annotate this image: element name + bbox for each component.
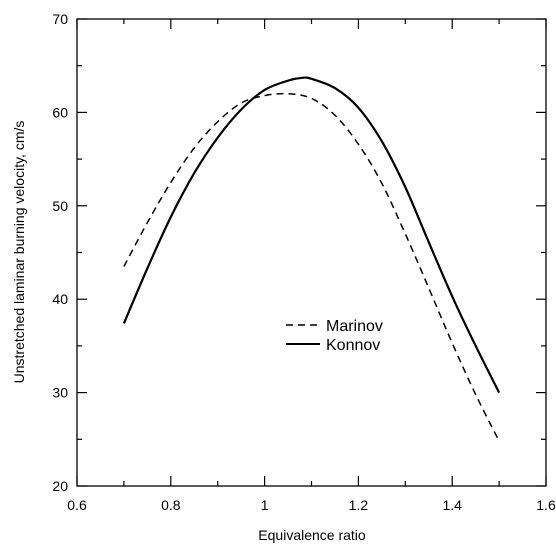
axis-ticks [76, 18, 547, 487]
y-tick-label: 50 [52, 198, 68, 214]
x-tick-label: 1.2 [349, 497, 369, 513]
x-axis-label: Equivalence ratio [258, 527, 366, 543]
series-layer [122, 76, 501, 442]
y-tick-label: 30 [52, 385, 68, 401]
y-tick-labels: 20 30 40 50 60 70 [52, 11, 68, 494]
x-tick-labels: 0.6 0.8 1 1.2 1.4 1.6 [67, 497, 556, 513]
y-tick-label: 20 [52, 478, 68, 494]
x-tick-label: 1.6 [536, 497, 556, 513]
x-tick-label: 0.8 [161, 497, 181, 513]
y-tick-label: 70 [52, 11, 68, 27]
x-tick-label: 0.6 [67, 497, 87, 513]
series-line-konnov [122, 76, 501, 394]
x-tick-label: 1 [261, 497, 269, 513]
x-tick-label: 1.4 [442, 497, 462, 513]
y-tick-label: 60 [52, 104, 68, 120]
legend-label-konnov: Konnov [326, 337, 380, 354]
legend-label-marinov: Marinov [326, 318, 383, 335]
series-line-marinov [123, 92, 500, 442]
y-axis-label: Unstretched laminar burning velocity, cm… [11, 121, 27, 384]
legend: Marinov Konnov [286, 318, 383, 354]
y-tick-label: 40 [52, 291, 68, 307]
plot-frame [76, 18, 547, 487]
